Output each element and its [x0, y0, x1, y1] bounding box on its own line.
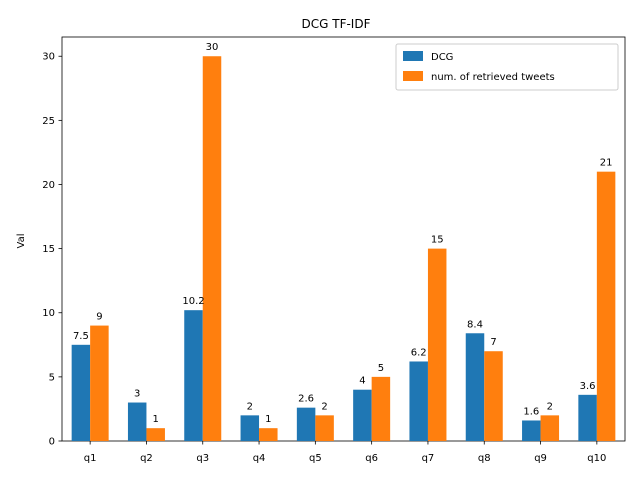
- bar-tweets-q8: [484, 351, 503, 441]
- plot-frame: [61, 36, 626, 442]
- data-label-dcg-q7: 6.2: [411, 347, 427, 358]
- legend-label-tweets: num. of retrieved tweets: [431, 72, 555, 83]
- data-label-tweets-q3: 30: [206, 42, 219, 53]
- data-label-dcg-q5: 2.6: [298, 394, 314, 405]
- bar-dcg-q9: [522, 420, 541, 441]
- bar-tweets-q4: [259, 428, 278, 441]
- data-label-dcg-q1: 7.5: [73, 331, 89, 342]
- y-axis-label: Val: [16, 234, 27, 249]
- y-tick-label-25: 25: [42, 116, 55, 127]
- legend-label-dcg: DCG: [431, 52, 453, 63]
- bar-dcg-q5: [296, 407, 316, 441]
- y-tick-label-30: 30: [42, 52, 55, 63]
- data-label-dcg-q8: 8.4: [467, 319, 483, 330]
- legend-swatch-tweets: [403, 71, 423, 81]
- x-axis: q1 q2 q3 q4 q5 q6 q7 q8 q9 q10: [84, 441, 606, 464]
- data-label-tweets-q8: 7: [490, 337, 496, 348]
- x-tick-label-q3: q3: [196, 453, 209, 464]
- legend: DCG num. of retrieved tweets: [395, 43, 619, 91]
- x-tick-label-q1: q1: [84, 453, 97, 464]
- bar-dcg-q10: [578, 394, 597, 441]
- x-tick-label-q8: q8: [478, 453, 491, 464]
- data-label-tweets-q10: 21: [600, 158, 613, 169]
- bar-dcg-q1: [71, 344, 91, 441]
- legend-swatch-dcg: [403, 51, 423, 61]
- bar-tweets-q10: [596, 171, 616, 441]
- y-tick-label-5: 5: [49, 372, 55, 383]
- legend-box: [395, 43, 619, 91]
- bar-tweets-q1: [90, 325, 109, 441]
- data-label-tweets-q2: 1: [153, 414, 159, 425]
- bar-dcg-q6: [353, 389, 372, 441]
- data-label-dcg-q3: 10.2: [182, 296, 204, 307]
- y-tick-label-20: 20: [42, 180, 55, 191]
- x-tick-label-q2: q2: [140, 453, 153, 464]
- data-label-dcg-q2: 3: [134, 389, 140, 400]
- data-label-tweets-q1: 9: [96, 312, 102, 323]
- bar-dcg-q3: [184, 310, 203, 441]
- y-axis: 0 5 10 15 20 25 30: [42, 52, 62, 448]
- bar-dcg-q4: [240, 415, 260, 441]
- bar-tweets-q3: [202, 56, 222, 441]
- bar-tweets-q5: [315, 415, 334, 441]
- data-label-dcg-q6: 4: [359, 376, 365, 387]
- data-label-tweets-q6: 5: [378, 363, 384, 374]
- bar-tweets-q9: [540, 415, 560, 441]
- y-tick-label-15: 15: [42, 244, 55, 255]
- data-label-tweets-q9: 2: [547, 401, 553, 412]
- data-label-tweets-q7: 15: [431, 235, 444, 246]
- x-tick-label-q4: q4: [253, 453, 266, 464]
- x-tick-label-q5: q5: [309, 453, 322, 464]
- data-label-dcg-q4: 2: [247, 401, 253, 412]
- data-label-tweets-q5: 2: [321, 401, 327, 412]
- plot-area: [61, 36, 626, 442]
- x-tick-label-q10: q10: [587, 453, 606, 464]
- chart-title: DCG TF-IDF: [302, 17, 371, 31]
- x-tick-label-q6: q6: [365, 453, 378, 464]
- bars-group: [71, 56, 616, 441]
- data-labels-group: 7.5 3 10.2 2 2.6 4 6.2 8.4 1.6 3.6 9 1 30 1 2 5 15 7 2 21: [73, 42, 613, 425]
- bar-dcg-q7: [409, 361, 428, 441]
- bar-tweets-q2: [146, 428, 165, 441]
- data-label-tweets-q4: 1: [265, 414, 271, 425]
- data-label-dcg-q10: 3.6: [580, 381, 596, 392]
- data-label-dcg-q9: 1.6: [523, 406, 539, 417]
- y-tick-label-10: 10: [42, 308, 55, 319]
- x-tick-label-q7: q7: [422, 453, 435, 464]
- bar-tweets-q6: [371, 376, 391, 441]
- bar-dcg-q2: [127, 402, 147, 441]
- y-tick-label-0: 0: [49, 437, 55, 448]
- bar-tweets-q7: [427, 248, 447, 441]
- x-tick-label-q9: q9: [534, 453, 547, 464]
- bar-dcg-q8: [465, 333, 485, 441]
